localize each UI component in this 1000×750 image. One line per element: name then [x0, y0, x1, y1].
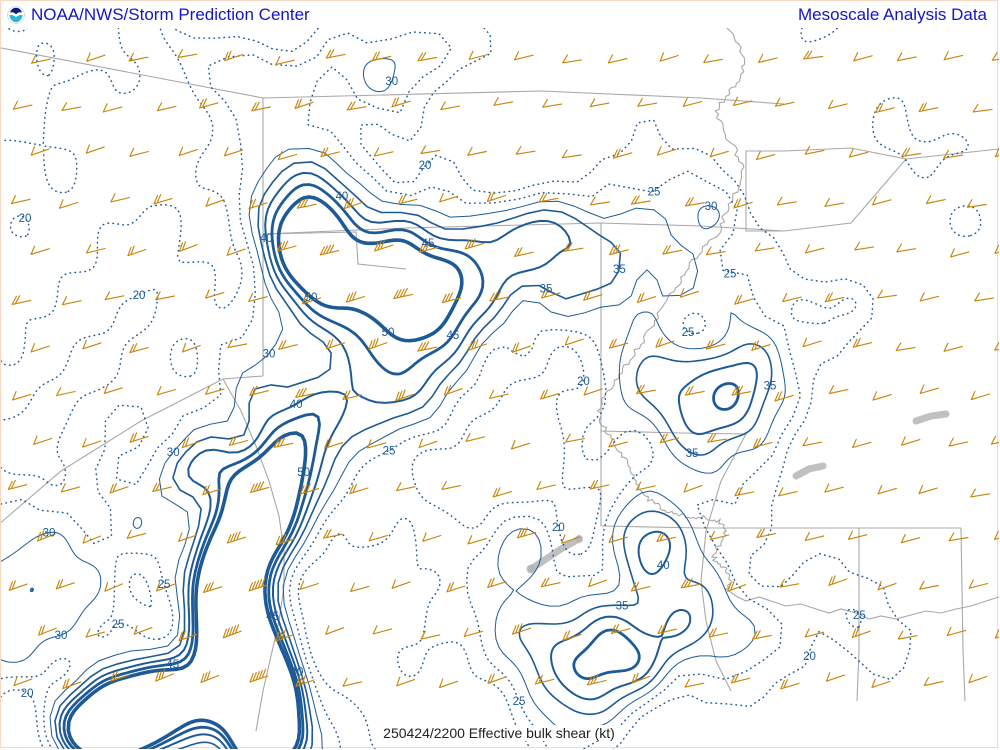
svg-text:30: 30 [263, 349, 276, 361]
svg-text:30: 30 [167, 447, 180, 459]
svg-text:45: 45 [422, 238, 435, 250]
svg-text:40: 40 [657, 560, 670, 572]
svg-text:45: 45 [266, 611, 279, 623]
svg-text:30: 30 [705, 201, 718, 213]
svg-text:30: 30 [43, 528, 56, 540]
svg-text:20: 20 [21, 688, 34, 700]
svg-text:25: 25 [853, 610, 866, 622]
svg-text:40: 40 [260, 233, 273, 245]
svg-text:40: 40 [336, 191, 349, 203]
svg-text:25: 25 [648, 187, 661, 199]
svg-text:20: 20 [552, 522, 565, 534]
svg-text:30: 30 [55, 630, 68, 642]
svg-text:25: 25 [724, 268, 737, 280]
svg-text:25: 25 [112, 619, 125, 631]
svg-text:50: 50 [305, 292, 318, 304]
svg-text:25: 25 [158, 579, 171, 591]
svg-text:35: 35 [540, 283, 553, 295]
svg-text:40: 40 [291, 666, 304, 678]
svg-text:25: 25 [383, 446, 396, 458]
svg-text:20: 20 [133, 290, 146, 302]
svg-text:35: 35 [686, 448, 699, 460]
svg-text:50: 50 [382, 327, 395, 339]
svg-text:20: 20 [19, 213, 32, 225]
svg-text:35: 35 [613, 264, 626, 276]
svg-text:20: 20 [419, 160, 432, 172]
svg-text:25: 25 [682, 327, 695, 339]
svg-text:20: 20 [803, 651, 816, 663]
svg-text:45: 45 [447, 330, 460, 342]
svg-text:40: 40 [290, 399, 303, 411]
svg-text:45: 45 [166, 659, 179, 671]
svg-text:30: 30 [385, 76, 398, 88]
svg-text:50: 50 [297, 467, 310, 479]
svg-text:35: 35 [764, 380, 777, 392]
svg-text:25: 25 [513, 696, 526, 708]
svg-text:20: 20 [577, 376, 590, 388]
svg-text:35: 35 [616, 600, 629, 612]
